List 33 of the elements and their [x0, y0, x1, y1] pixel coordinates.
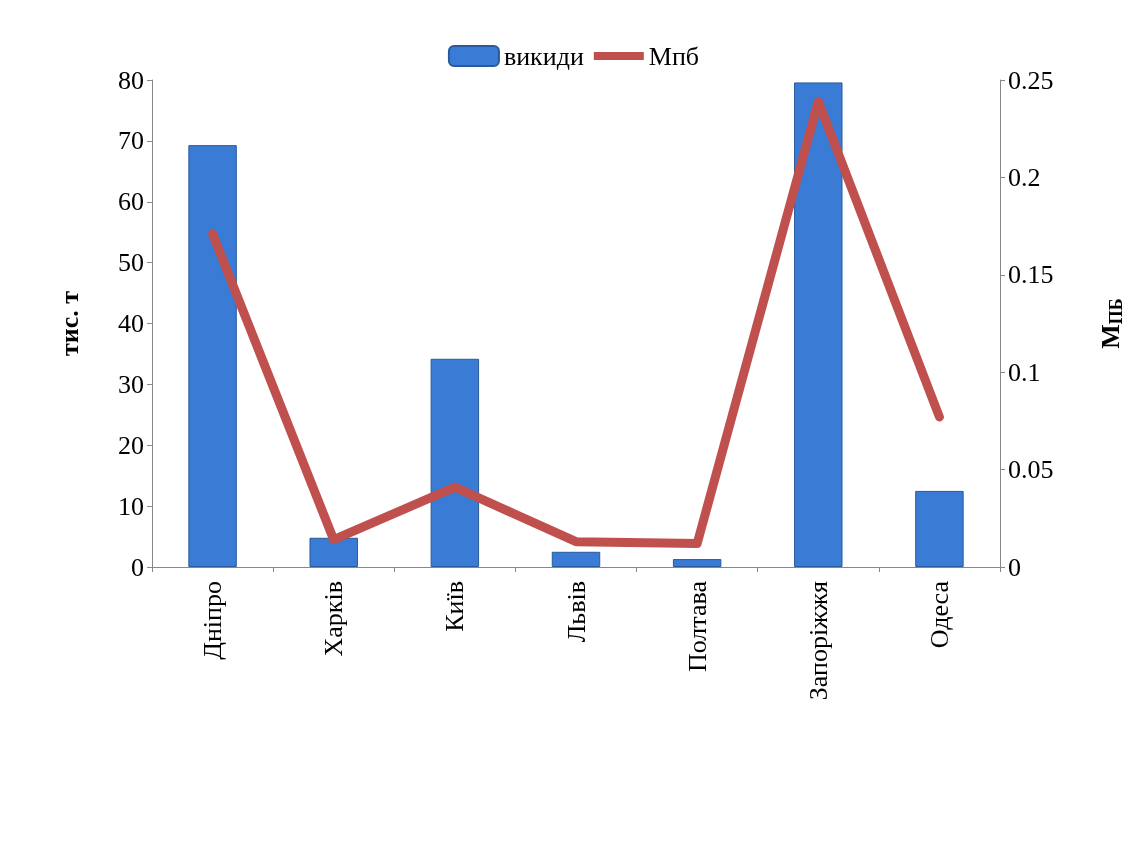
y-axis-title: тис. т [54, 290, 84, 357]
y2-tick-label: 0.05 [1008, 455, 1054, 485]
y-tick-label: 30 [118, 369, 144, 399]
bar [551, 551, 601, 567]
y2-axis-title: MПБ [1095, 298, 1126, 349]
x-tick-label: Львів [561, 581, 591, 643]
bar [188, 145, 237, 567]
y-tick-label: 40 [118, 309, 144, 338]
y2-tick-label: 0.25 [1008, 65, 1054, 95]
y2-tick-label: 0.2 [1008, 162, 1041, 192]
bar [672, 559, 722, 567]
y2-tick-label: 0.15 [1008, 260, 1054, 290]
x-tick-label: Дніпро [198, 581, 228, 660]
y-tick-label: 80 [118, 65, 144, 95]
bar [309, 537, 358, 567]
legend-label: викиди [503, 41, 584, 71]
y2-tick-label: 0.1 [1008, 357, 1041, 387]
y-tick-label: 70 [118, 126, 144, 156]
x-tick-label: Одеса [924, 580, 954, 649]
y-tick-label: 20 [118, 430, 144, 460]
y-tick-label: 0 [131, 552, 144, 582]
y-tick-label: 60 [118, 187, 144, 217]
y-tick-label: 10 [118, 491, 144, 521]
x-tick-label: Харків [319, 581, 349, 657]
y-tick-label: 50 [118, 248, 144, 278]
bar [430, 358, 480, 567]
y2-tick-label: 0 [1008, 552, 1021, 582]
x-tick-label: Полтава [682, 580, 712, 673]
bar [794, 82, 843, 567]
x-tick-label: Запоріжжя [803, 580, 833, 701]
bar [915, 490, 964, 567]
legend-label: Мпб [648, 41, 700, 71]
x-tick-label: Київ [440, 581, 470, 632]
